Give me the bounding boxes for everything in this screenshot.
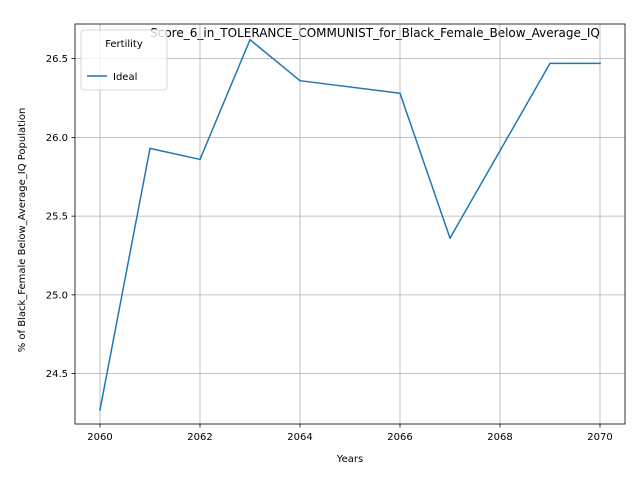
y-tick-label: 26.0 (46, 133, 68, 144)
y-tick-label: 26.5 (46, 54, 68, 65)
data-point (299, 79, 301, 82)
series-line-ideal (99, 38, 601, 411)
x-axis-label: Years (336, 454, 363, 465)
y-axis-ticks: 24.5 25.0 25.5 26.0 26.5 (46, 54, 75, 380)
chart-title: Score_6_in_TOLERANCE_COMMUNIST_for_Black… (150, 26, 600, 40)
data-point (249, 38, 251, 41)
x-tick-label: 2064 (287, 432, 312, 443)
data-point (99, 409, 101, 411)
y-tick-label: 25.0 (46, 290, 68, 301)
x-axis-ticks: 2060 2062 2064 2066 2068 2070 (87, 424, 613, 443)
legend: Fertility Ideal (80, 29, 168, 91)
legend-entry-ideal: Ideal (113, 72, 137, 83)
x-tick-label: 2062 (187, 432, 212, 443)
plot-frame (74, 23, 626, 425)
series-layer (99, 38, 601, 411)
x-tick-label: 2066 (387, 432, 412, 443)
legend-title: Fertility (105, 39, 143, 50)
x-tick-label: 2068 (487, 432, 512, 443)
data-point (149, 147, 151, 150)
data-point (599, 62, 601, 65)
data-point (449, 237, 451, 239)
legend-box (80, 29, 168, 91)
x-tick-label: 2060 (87, 432, 112, 443)
data-point (549, 62, 551, 65)
y-axis-label: % of Black_Female Below_Average_IQ Popul… (17, 108, 28, 353)
x-tick-label: 2070 (587, 432, 612, 443)
y-tick-label: 24.5 (46, 369, 68, 380)
data-point (199, 158, 201, 161)
y-tick-label: 25.5 (46, 212, 68, 223)
data-point (399, 92, 401, 95)
